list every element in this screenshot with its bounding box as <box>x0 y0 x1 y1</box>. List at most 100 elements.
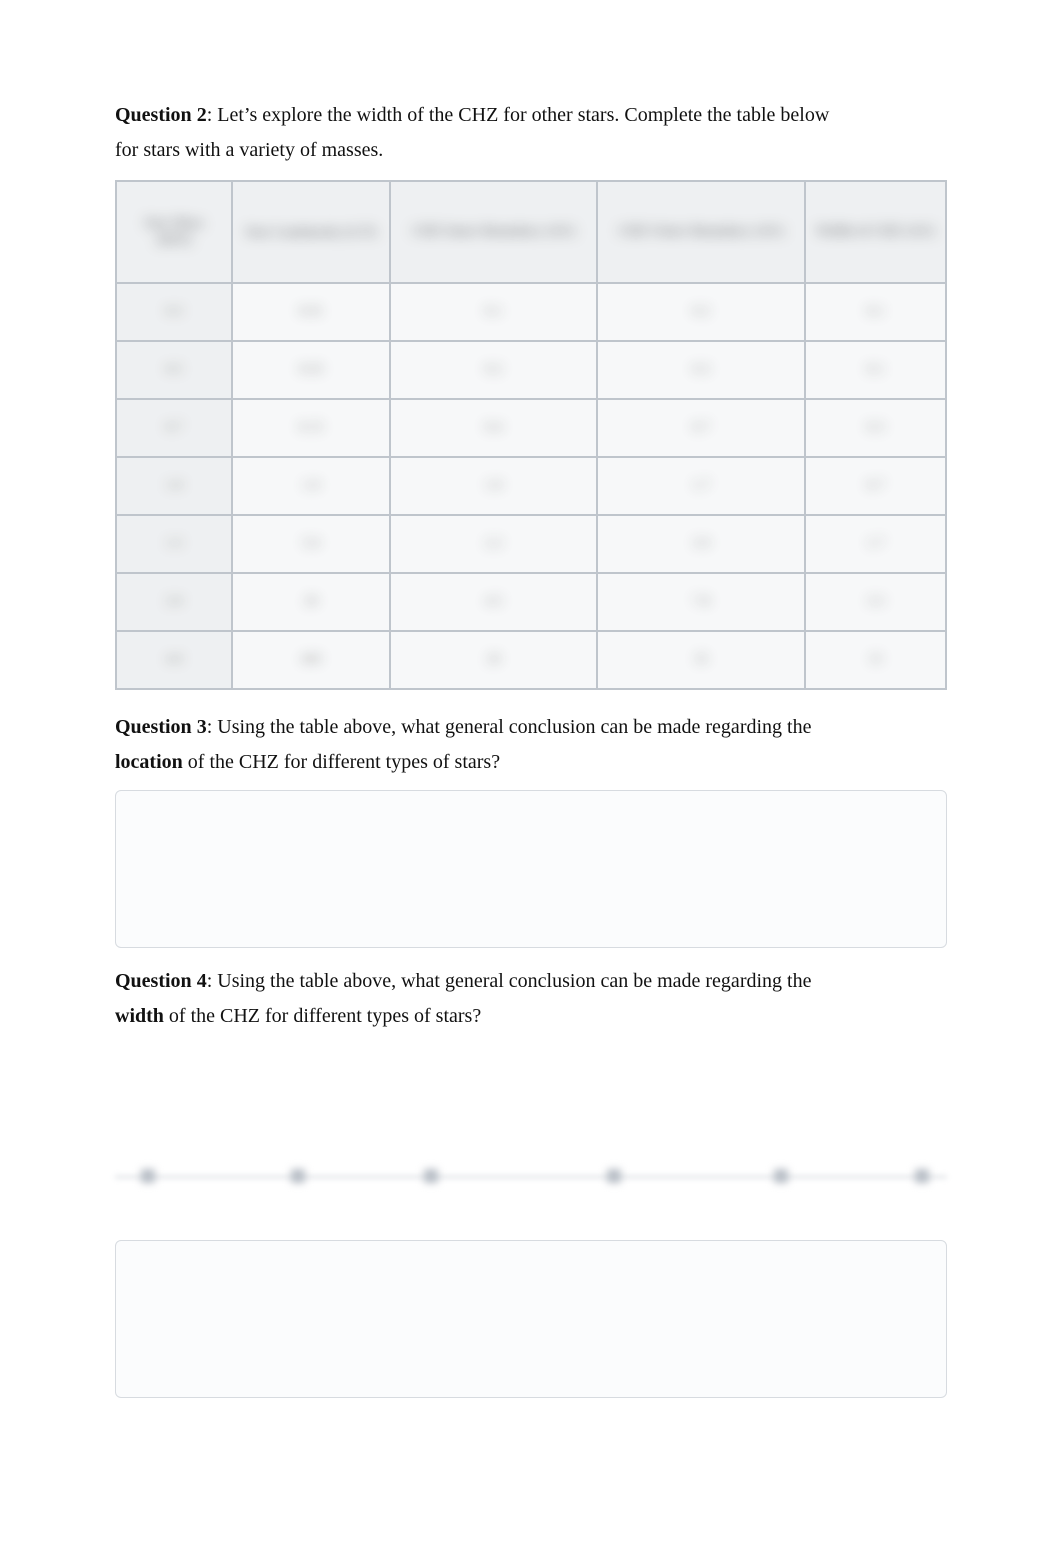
question-2-label: Question <box>115 104 197 126</box>
table-body: 0.30.010.10.20.10.50.030.20.30.10.70.150… <box>116 283 946 689</box>
table-header-cell: CHZ Outer Boundary (AU) <box>597 181 805 283</box>
question-3-label: Question <box>115 716 197 738</box>
blurred-separator-dot <box>915 1169 929 1183</box>
table-cell-value: 2.2 <box>485 536 503 551</box>
answer-box-q4[interactable] <box>115 1240 947 1398</box>
table-cell-value: 20 <box>487 652 501 667</box>
table-cell[interactable]: 20 <box>390 631 598 689</box>
question-3-line1: Question 3: Using the table above, what … <box>115 712 947 743</box>
answer-box-q3[interactable] <box>115 790 947 948</box>
question-4-text-b: of the CHZ for different types of stars? <box>164 1005 481 1027</box>
table-cell-value: 0.3 <box>692 362 710 377</box>
table-cell-value: 0.2 <box>692 304 710 319</box>
table-cell[interactable]: 0.1 <box>805 341 946 399</box>
table-cell[interactable]: 0.1 <box>390 283 598 341</box>
table-cell-value: 1.7 <box>692 478 710 493</box>
table-cell[interactable]: 0.01 <box>232 283 390 341</box>
table-cell-value: 20 <box>304 594 318 609</box>
table-cell[interactable]: 0.2 <box>390 341 598 399</box>
blurred-separator <box>115 1172 947 1180</box>
question-4-line2: width of the CHZ for different types of … <box>115 1001 947 1032</box>
table-cell[interactable]: 0.3 <box>597 341 805 399</box>
table-row: 1.5 5.0 2.2 3.9 1.7 <box>116 515 946 573</box>
table-cell[interactable]: 1.0 <box>232 457 390 515</box>
table-cell-value: 0.15 <box>299 420 324 435</box>
table-cell[interactable]: 1.0 <box>390 457 598 515</box>
table-cell-value: 0.1 <box>867 304 885 319</box>
table-cell[interactable]: 3.9 <box>597 515 805 573</box>
table-cell-value: 0.2 <box>485 362 503 377</box>
table-header-text: Star Mass (M☉) <box>144 216 204 248</box>
table-row: 0.7 0.15 0.4 0.7 0.3 <box>116 399 946 457</box>
table-cell-value: 3.9 <box>692 536 710 551</box>
question-2-line1: Question 2: Let’s explore the width of t… <box>115 100 947 131</box>
table-cell[interactable]: 5.0 <box>232 515 390 573</box>
table-cell-value: 1.0 <box>485 478 503 493</box>
table-cell-value: 0.1 <box>867 362 885 377</box>
question-4-emph: width <box>115 1005 164 1027</box>
table-cell[interactable]: 0.15 <box>232 399 390 457</box>
question-3-text-a: : Using the table above, what general co… <box>207 716 812 738</box>
table-cell[interactable]: 0.7 <box>597 399 805 457</box>
table-cell-value: 0.3 <box>165 304 183 319</box>
question-4-label: Question <box>115 970 197 992</box>
table-cell-value: 1.7 <box>867 536 885 551</box>
table-cell[interactable]: 0.3 <box>116 283 232 341</box>
table-header-text: Width of CHZ (AU) <box>815 224 935 239</box>
table-cell[interactable]: 0.7 <box>116 399 232 457</box>
blurred-separator-dot <box>424 1169 438 1183</box>
table-header-row: Star Mass (M☉) Star Luminosity (L☉) CHZ In… <box>116 181 946 283</box>
question-4-line1: Question 4: Using the table above, what … <box>115 966 947 997</box>
chz-table: Star Mass (M☉) Star Luminosity (L☉) CHZ In… <box>115 180 947 690</box>
table-cell[interactable]: 2.2 <box>390 515 598 573</box>
table-cell[interactable]: 0.4 <box>390 399 598 457</box>
table-cell-value: 0.7 <box>165 420 183 435</box>
table-cell[interactable]: 3.3 <box>805 573 946 631</box>
table-cell-value: 5.0 <box>302 536 320 551</box>
question-3-line2: location of the CHZ for different types … <box>115 747 947 778</box>
table-cell[interactable]: 0.7 <box>805 457 946 515</box>
table-cell-value: 15 <box>868 652 882 667</box>
table-header-text: CHZ Inner Boundary (AU) <box>412 224 576 239</box>
question-3-text-b: of the CHZ for different types of stars? <box>183 751 500 773</box>
table-cell[interactable]: 15 <box>805 631 946 689</box>
table-cell[interactable]: 400 <box>232 631 390 689</box>
table-cell-value: 4.5 <box>485 594 503 609</box>
table-header-cell: Star Luminosity (L☉) <box>232 181 390 283</box>
table-cell[interactable]: 0.1 <box>805 283 946 341</box>
table-cell[interactable]: 20 <box>232 573 390 631</box>
table-cell[interactable]: 1.5 <box>116 515 232 573</box>
table-cell[interactable]: 1.7 <box>597 457 805 515</box>
table-cell-value: 35 <box>694 652 708 667</box>
table-cell[interactable]: 0.2 <box>597 283 805 341</box>
question-2-line2: for stars with a variety of masses. <box>115 135 947 166</box>
table-cell[interactable]: 0.03 <box>232 341 390 399</box>
table-cell[interactable]: 35 <box>597 631 805 689</box>
table-cell-value: 0.5 <box>165 362 183 377</box>
table-row: 1.01.01.01.70.7 <box>116 457 946 515</box>
blurred-separator-line <box>115 1176 947 1178</box>
table-cell[interactable]: 0.5 <box>116 341 232 399</box>
table-cell[interactable]: 0.3 <box>805 399 946 457</box>
table-cell[interactable]: 2.0 <box>116 573 232 631</box>
table-cell[interactable]: 4.0 <box>116 631 232 689</box>
table-cell-value: 7.8 <box>692 594 710 609</box>
question-3-emph: location <box>115 751 183 773</box>
worksheet-page: Question 2: Let’s explore the width of t… <box>0 0 1062 1556</box>
table-cell[interactable]: 1.7 <box>805 515 946 573</box>
question-3-number: 3 <box>197 716 207 738</box>
table-cell[interactable]: 7.8 <box>597 573 805 631</box>
table-cell-value: 0.4 <box>485 420 503 435</box>
table-row: 2.0 20 4.5 7.8 3.3 <box>116 573 946 631</box>
blurred-separator-dot <box>141 1169 155 1183</box>
table-cell[interactable]: 1.0 <box>116 457 232 515</box>
table-cell-value: 0.03 <box>299 362 324 377</box>
table-header-text: Star Luminosity (L☉) <box>245 225 377 240</box>
table-cell-value: 0.3 <box>867 420 885 435</box>
table-header-cell: Width of CHZ (AU) <box>805 181 946 283</box>
table-cell[interactable]: 4.5 <box>390 573 598 631</box>
question-4-text-a: : Using the table above, what general co… <box>207 970 812 992</box>
table-row: 4.0400 20 35 15 <box>116 631 946 689</box>
table-cell-value: 3.3 <box>867 594 885 609</box>
table-row: 0.30.010.10.20.1 <box>116 283 946 341</box>
